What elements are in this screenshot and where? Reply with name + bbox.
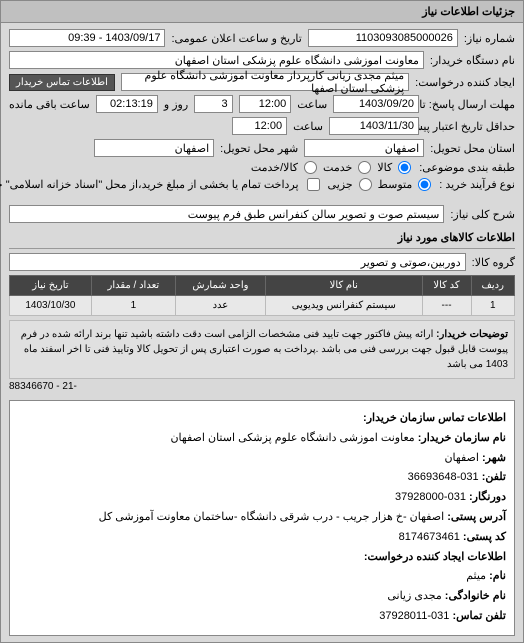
days-suffix: روز و [164, 98, 188, 111]
col-row: ردیف [471, 276, 515, 296]
org-label: نام دستگاه خریدار: [430, 54, 515, 67]
desc-field: سیستم صوت و تصویر سالن کنفرانس طبق فرم پ… [9, 205, 444, 223]
cell-idx: 1 [471, 296, 515, 316]
province-label: استان محل تحویل: [430, 142, 515, 155]
contact-info-button[interactable]: اطلاعات تماس خریدار [9, 74, 115, 91]
goods-section-title: اطلاعات کالاهای مورد نیاز [9, 227, 515, 249]
buyer-note: توضیحات خریدار: ارائه پیش فاکتور جهت تای… [9, 320, 515, 379]
datetime-label: تاریخ و ساعت اعلان عمومی: [171, 32, 301, 45]
c-addr: اصفهان -خ هزار جریب - درب شرقی دانشگاه -… [99, 511, 445, 523]
payment-label: پرداخت تمام یا بخشی از مبلغ خرید،از محل … [0, 178, 299, 191]
c-zip-label: کد پستی: [463, 531, 506, 543]
size-label: نوع فرآیند خرید : [439, 178, 515, 191]
class-opt-0: کالا [377, 161, 392, 174]
size-radio-medium[interactable] [418, 178, 431, 191]
validity-label: حداقل تاریخ اعتبار پیشنهاد: تا تاریخ: [425, 120, 515, 133]
col-code: کد کالا [422, 276, 471, 296]
goods-table: ردیف کد کالا نام کالا واحد شمارش تعداد /… [9, 275, 515, 316]
col-date: تاریخ نیاز [10, 276, 92, 296]
c-tel: 031-36693648 [408, 471, 479, 483]
deadline-date: 1403/09/20 [333, 95, 419, 113]
c-zip: 8174673461 [399, 531, 460, 543]
col-unit: واحد شمارش [175, 276, 265, 296]
remaining-time: 02:13:19 [96, 95, 158, 113]
note-label: توضیحات خریدار: [436, 329, 508, 340]
desc-label: شرح کلی نیاز: [450, 208, 515, 221]
class-radio-both[interactable] [304, 161, 317, 174]
group-field: دوربین،صوتی و تصویر [9, 253, 466, 271]
creator-label: ایجاد کننده درخواست: [415, 76, 515, 89]
city-field: اصفهان [94, 139, 214, 157]
panel-title: جزئیات اطلاعات نیاز [1, 1, 523, 23]
class-radio-service[interactable] [358, 161, 371, 174]
group-label: گروه کالا: [472, 256, 515, 269]
days-num: 3 [194, 95, 232, 113]
c-fax-label: دورنگار: [469, 491, 506, 503]
datetime-field: 1403/09/17 - 09:39 [9, 29, 165, 47]
remaining-label: ساعت باقی مانده [9, 98, 90, 111]
size-opt-1: جزیی [328, 178, 353, 191]
c-addr-label: آدرس پستی: [447, 511, 506, 523]
time-label-2: ساعت [293, 120, 323, 133]
pager-text: -21 - 88346670 [9, 379, 515, 394]
c-org: معاونت اموزشی دانشگاه علوم پزشکی استان ا… [170, 432, 414, 444]
c-ctel-label: تلفن تماس: [452, 610, 506, 622]
payment-checkbox[interactable] [307, 178, 320, 191]
validity-date: 1403/11/30 [329, 117, 419, 135]
col-name: نام کالا [265, 276, 422, 296]
cell-unit: عدد [175, 296, 265, 316]
time-label-1: ساعت [297, 98, 327, 111]
c-family: مجدی زیانی [387, 590, 441, 602]
class-opt-2: کالا/خدمت [251, 161, 298, 174]
contact-box: اطلاعات تماس سازمان خریدار: نام سازمان خ… [9, 400, 515, 636]
c-name: میثم [466, 570, 486, 582]
c-tel-label: تلفن: [482, 471, 506, 483]
class-opt-1: خدمت [323, 161, 352, 174]
class-radio-group: کالا خدمت کالا/خدمت [251, 161, 413, 174]
validity-time: 12:00 [232, 117, 287, 135]
province-field: اصفهان [304, 139, 424, 157]
c-city-label: شهر: [482, 452, 506, 464]
note-text: ارائه پیش فاکتور جهت تایید فنی مشخصات ال… [21, 329, 508, 370]
req-no-label: شماره نیاز: [464, 32, 515, 45]
class-radio-goods[interactable] [398, 161, 411, 174]
deadline-label: مهلت ارسال پاسخ: تا تاریخ: [425, 98, 515, 111]
req-no-field: 1103093085000026 [308, 29, 458, 47]
org-field: معاونت اموزشی دانشگاه علوم پزشکی استان ا… [9, 51, 424, 69]
cell-code: --- [422, 296, 471, 316]
c-org-label: نام سازمان خریدار: [418, 432, 506, 444]
c-name-label: نام: [489, 570, 506, 582]
size-radio-small[interactable] [359, 178, 372, 191]
deadline-time: 12:00 [239, 95, 292, 113]
c-creator-title: اطلاعات ایجاد کننده درخواست: [364, 551, 506, 563]
cell-name: سیستم کنفرانس ویدیویی [265, 296, 422, 316]
col-qty: تعداد / مقدار [91, 276, 175, 296]
c-fax: 031-37928000 [395, 491, 466, 503]
class-label: طبقه بندی موضوعی: [419, 161, 515, 174]
cell-qty: 1 [91, 296, 175, 316]
cell-date: 1403/10/30 [10, 296, 92, 316]
details-panel: جزئیات اطلاعات نیاز شماره نیاز: 11030930… [0, 0, 524, 643]
c-family-label: نام خانوادگی: [445, 590, 506, 602]
size-radio-group: متوسط جزیی [328, 178, 434, 191]
table-row: 1 --- سیستم کنفرانس ویدیویی عدد 1 1403/1… [10, 296, 515, 316]
c-ctel: 031-37928011 [379, 610, 449, 622]
c-city: اصفهان [444, 452, 478, 464]
city-label: شهر محل تحویل: [220, 142, 298, 155]
contact-title: اطلاعات تماس سازمان خریدار: [363, 412, 506, 424]
size-opt-0: متوسط [378, 178, 413, 191]
creator-field: میثم مجدی زیانی کارپرداز معاونت اموزشی د… [121, 73, 409, 91]
